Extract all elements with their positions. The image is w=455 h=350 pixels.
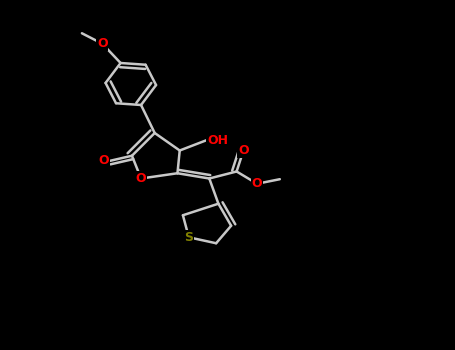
Text: S: S	[184, 231, 193, 244]
Text: O: O	[238, 144, 249, 157]
Text: O: O	[252, 177, 263, 190]
Text: O: O	[97, 37, 108, 50]
Text: O: O	[136, 172, 147, 185]
Text: O: O	[99, 154, 109, 168]
Text: OH: OH	[207, 133, 228, 147]
